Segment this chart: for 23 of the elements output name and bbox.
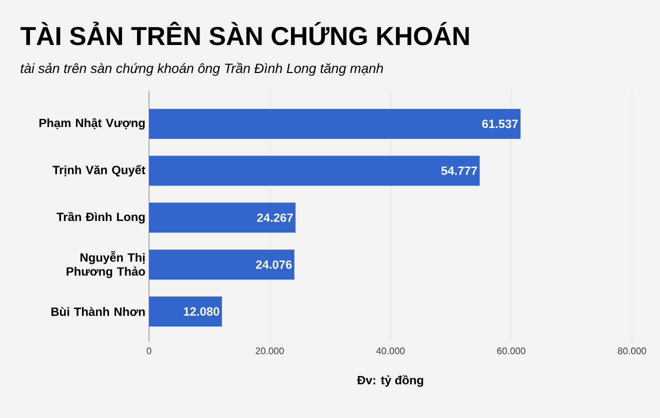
y-tick-label: Trịnh Văn Quyết: [52, 164, 146, 177]
x-tick-label: 20.000: [256, 348, 284, 354]
chart-title: TÀI SẢN TRÊN SÀN CHỨNG KHOÁN: [20, 22, 469, 46]
y-tick-label: Bùi Thành Nhơn: [51, 307, 145, 316]
data-label: 24.076: [256, 260, 292, 269]
bar: [149, 108, 521, 139]
x-tick-label: 60.000: [497, 348, 526, 354]
data-label: 24.267: [257, 213, 293, 222]
x-axis-title: Đv: tỷ đồng: [357, 375, 424, 387]
y-tick-label: Nguyễn Thị Phương Thảo: [66, 251, 146, 278]
y-tick-label: Trần Đình Long: [56, 212, 145, 224]
x-tick-label: 80.000: [618, 348, 646, 354]
y-tick-label: Phạm Nhật Vượng: [39, 118, 145, 130]
x-tick-label: 0: [146, 348, 152, 354]
data-label: 61.537: [482, 120, 518, 128]
bar: [149, 202, 296, 233]
bar: [149, 156, 480, 186]
data-label: 54.777: [441, 166, 477, 175]
bar: [149, 296, 222, 327]
data-label: 12.080: [184, 307, 220, 316]
x-tick-label: 40.000: [376, 348, 405, 354]
chart-subtitle: tài sản trên sàn chứng khoán ông Trần Đình Long tăng mạnh: [20, 62, 383, 76]
bar: [149, 250, 294, 280]
